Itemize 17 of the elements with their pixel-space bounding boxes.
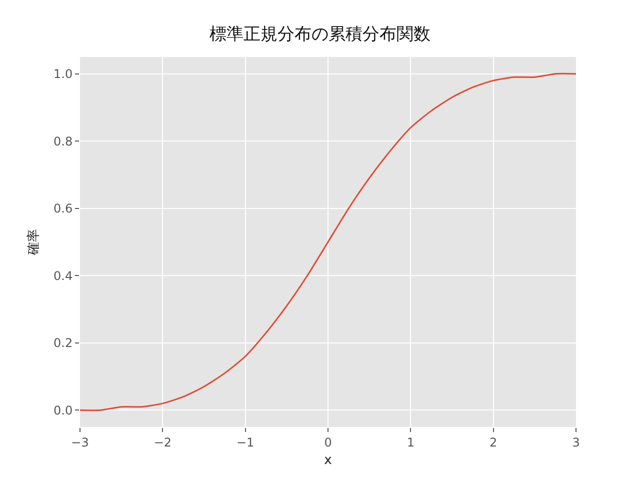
x-tick-label: −1 <box>236 435 254 450</box>
y-tick-label: 0.8 <box>54 134 73 148</box>
x-tick-label: −2 <box>154 435 172 450</box>
y-tick-label: 1.0 <box>54 67 73 82</box>
x-tick-label: 1 <box>406 435 414 450</box>
line-series <box>80 72 576 412</box>
y-tick-label: 0.4 <box>54 268 73 283</box>
x-tick-label: −3 <box>71 435 89 450</box>
chart-title: 標準正規分布の累積分布関数 <box>210 24 430 45</box>
y-tick-label: 0.0 <box>54 403 73 418</box>
y-tick-label: 0.2 <box>54 336 73 350</box>
x-tick-label: 0 <box>324 435 332 450</box>
x-tick-label: 2 <box>490 435 498 450</box>
y-tick-label: 0.6 <box>54 202 73 216</box>
x-axis-title: x <box>324 453 332 468</box>
x-tick-label: 3 <box>572 435 580 450</box>
y-axis-title: 確率 <box>25 229 42 256</box>
